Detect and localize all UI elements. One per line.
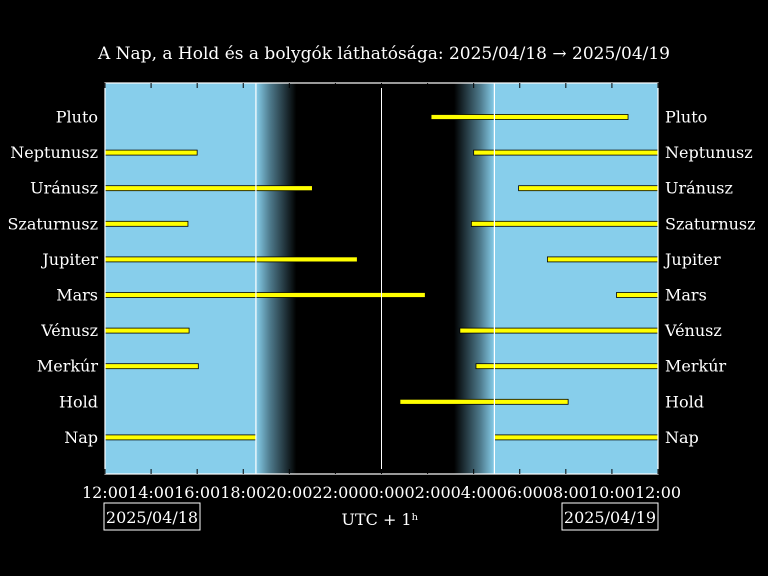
bar-neptunusz-0 [104,149,198,156]
y-label-right-hold: Hold [665,392,704,411]
bar-uránusz-1 [518,185,659,192]
chart-title: A Nap, a Hold és a bolygók láthatósága: … [97,44,670,64]
date-box-right: 2025/04/19 [561,502,659,531]
bar-nap-1 [494,434,659,441]
date-box-left: 2025/04/18 [103,502,201,531]
y-label-merkúr: Merkúr [37,357,99,376]
bar-nap-0 [104,434,257,441]
bar-szaturnusz-0 [104,220,189,227]
date-right-label: 2025/04/19 [564,508,656,527]
y-label-right-mars: Mars [665,286,707,305]
y-label-right-jupiter: Jupiter [663,250,721,269]
day-region-right [494,83,658,474]
visibility-bars [104,114,659,441]
dusk-gradient [255,83,297,474]
bar-vénusz-1 [459,327,659,334]
bar-mars-1 [616,292,659,298]
bar-jupiter-1 [547,256,659,263]
y-label-right-vénusz: Vénusz [664,321,722,340]
y-label-right-uránusz: Uránusz [665,179,733,198]
y-label-hold: Hold [59,392,98,411]
bar-vénusz-0 [104,327,190,334]
y-label-mars: Mars [56,286,98,305]
bar-neptunusz-1 [473,149,659,156]
bar-merkúr-1 [475,363,659,370]
y-label-neptunusz: Neptunusz [10,143,98,162]
bar-mars-0 [104,292,426,298]
day-region-left [105,83,256,474]
bar-hold-0 [399,398,569,405]
x-tick-labels: 12:00 14:00 16:00 18:00 20:00 22:00 00:00 02:00… [82,483,681,502]
y-label-uránusz: Uránusz [30,179,98,198]
x-tick-label: 20:00 [266,483,312,502]
y-labels-right: Pluto Neptunusz Uránusz Szaturnusz Jupiter Ma… [663,108,756,447]
y-label-jupiter: Jupiter [40,250,98,269]
x-tick-label: 12:00 [635,483,681,502]
dawn-gradient [454,83,495,474]
bar-pluto-0 [430,114,629,120]
x-tick-label: 14:00 [128,483,174,502]
x-tick-label: 12:00 [82,483,128,502]
date-left-label: 2025/04/18 [106,508,198,527]
y-label-nap: Nap [64,428,98,447]
y-label-right-pluto: Pluto [665,108,707,127]
plot-background [105,83,658,474]
x-tick-label: 16:00 [174,483,220,502]
bar-merkúr-0 [104,363,199,370]
bar-uránusz-0 [104,185,313,192]
y-label-vénusz: Vénusz [40,321,98,340]
y-label-szaturnusz: Szaturnusz [7,214,98,233]
y-label-pluto: Pluto [56,108,98,127]
y-labels-left: Pluto Neptunusz Uránusz Szaturnusz Jupiter Ma… [7,108,98,447]
axes [104,82,659,475]
x-tick-label: 02:00 [405,483,451,502]
x-axis-label: UTC + 1ʰ [341,510,418,529]
x-tick-label: 22:00 [312,483,358,502]
x-tick-label: 04:00 [451,483,497,502]
y-label-right-merkúr: Merkúr [665,357,727,376]
x-tick-label: 18:00 [220,483,266,502]
x-tick-label: 08:00 [543,483,589,502]
bar-szaturnusz-1 [470,220,659,227]
x-tick-label: 00:00 [358,483,404,502]
x-tick-label: 10:00 [589,483,635,502]
y-label-right-neptunusz: Neptunusz [665,143,753,162]
y-label-right-szaturnusz: Szaturnusz [665,214,756,233]
x-tick-label: 06:00 [497,483,543,502]
bar-jupiter-0 [104,256,358,263]
night-region [296,83,455,474]
y-label-right-nap: Nap [665,428,699,447]
